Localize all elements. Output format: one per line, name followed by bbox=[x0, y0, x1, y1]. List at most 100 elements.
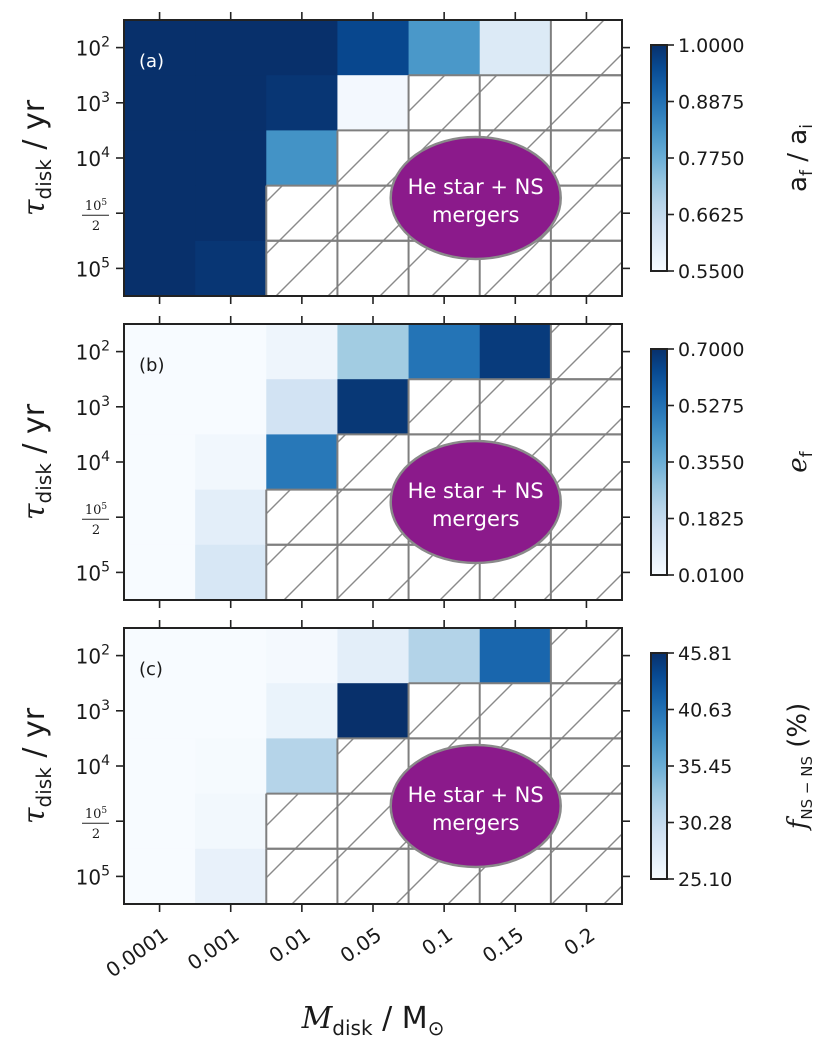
y-tick-label: 102 bbox=[76, 339, 110, 365]
heatmap-cell bbox=[124, 489, 196, 546]
hatched-cell bbox=[550, 793, 623, 850]
heatmap-cell bbox=[266, 683, 338, 739]
heatmap-cell bbox=[408, 324, 481, 380]
heatmap-cell bbox=[195, 130, 267, 187]
hatched-cell bbox=[550, 848, 623, 905]
heatmap-cell bbox=[337, 683, 410, 739]
hatched-cell bbox=[266, 240, 338, 297]
merger-region-ellipse bbox=[389, 439, 562, 565]
y-tick-label: 102 bbox=[76, 643, 110, 669]
hatched-cell bbox=[266, 544, 338, 601]
merger-label-line2: mergers bbox=[432, 203, 519, 227]
colorbar-tick-label: 0.6625 bbox=[678, 205, 744, 227]
heatmap-cell bbox=[124, 683, 196, 739]
x-axis-title: Mdisk / M⊙ bbox=[301, 1001, 445, 1040]
hatched-cell bbox=[408, 683, 481, 739]
heatmap-cell bbox=[124, 75, 196, 131]
merger-region-ellipse bbox=[389, 743, 562, 869]
y-axis-title: τdisk / yr bbox=[17, 403, 56, 520]
heatmap-cell bbox=[266, 130, 338, 187]
heatmap-cell bbox=[124, 738, 196, 795]
hatched-cell bbox=[550, 738, 623, 795]
fraction-numerator: 105 bbox=[85, 806, 108, 822]
y-axis-title: τdisk / yr bbox=[17, 99, 56, 216]
y-tick-label: 104 bbox=[76, 753, 110, 779]
colorbar-tick-label: 0.5500 bbox=[678, 261, 744, 283]
hatched-cell bbox=[550, 544, 623, 601]
hatched-cell bbox=[550, 185, 623, 242]
heatmap-cell bbox=[195, 793, 267, 850]
x-tick-label: 0.001 bbox=[183, 922, 244, 975]
hatched-cell bbox=[479, 379, 552, 435]
hatched-cell bbox=[479, 75, 552, 131]
hatched-cell bbox=[550, 434, 623, 491]
heatmap-cell bbox=[195, 324, 267, 380]
merger-label-line1: He star + NS bbox=[408, 175, 544, 199]
hatched-cell bbox=[550, 628, 623, 684]
hatched-cell bbox=[479, 683, 552, 739]
colorbar bbox=[650, 44, 668, 272]
heatmap-cell bbox=[337, 628, 410, 684]
heatmap-cell bbox=[479, 628, 552, 684]
heatmap-cell bbox=[195, 240, 267, 297]
panel-tag: (b) bbox=[139, 355, 164, 376]
hatched-cell bbox=[550, 75, 623, 131]
heatmap-cell bbox=[124, 793, 196, 850]
heatmap-cell bbox=[479, 20, 552, 76]
heatmap-cell bbox=[195, 185, 267, 242]
panel-tag: (c) bbox=[139, 659, 163, 680]
hatched-cell bbox=[337, 240, 410, 297]
x-tick-label: 0.15 bbox=[478, 922, 528, 967]
heatmap-cell bbox=[124, 544, 196, 601]
colorbar-tick-label: 0.8875 bbox=[678, 92, 744, 114]
colorbar-title: af / ai bbox=[783, 124, 817, 192]
heatmap-cell bbox=[408, 628, 481, 684]
heatmap-cell bbox=[124, 628, 196, 684]
hatched-cell bbox=[266, 185, 338, 242]
heatmap-cell bbox=[408, 20, 481, 76]
colorbar-title: ef bbox=[783, 450, 817, 472]
colorbar-tick-label: 0.7750 bbox=[678, 148, 744, 170]
x-tick-label: 0.01 bbox=[264, 922, 314, 967]
y-tick-label: 103 bbox=[76, 698, 110, 724]
colorbar bbox=[650, 652, 668, 880]
heatmap-cell bbox=[266, 379, 338, 435]
merger-region-ellipse bbox=[389, 135, 562, 261]
x-tick-label: 0.0001 bbox=[101, 922, 172, 982]
panel-tag: (a) bbox=[139, 51, 164, 72]
colorbar-tick-label: 0.7000 bbox=[678, 339, 744, 361]
x-tick-label: 0.2 bbox=[559, 922, 599, 960]
merger-label-line1: He star + NS bbox=[408, 479, 544, 503]
hatched-cell bbox=[266, 489, 338, 546]
colorbar-tick-label: 0.0100 bbox=[678, 565, 744, 587]
heatmap-cell bbox=[124, 434, 196, 491]
hatched-cell bbox=[550, 683, 623, 739]
y-axis-title: τdisk / yr bbox=[17, 707, 56, 824]
fraction-denominator: 2 bbox=[92, 523, 100, 538]
merger-label-line1: He star + NS bbox=[408, 783, 544, 807]
hatched-cell bbox=[266, 793, 338, 850]
colorbar-tick-label: 0.5275 bbox=[678, 396, 744, 418]
heatmap-cell bbox=[337, 75, 410, 131]
heatmap-cell bbox=[124, 848, 196, 905]
y-tick-label: 103 bbox=[76, 90, 110, 116]
merger-label-line2: mergers bbox=[432, 507, 519, 531]
hatched-cell bbox=[266, 848, 338, 905]
x-tick-label: 0.1 bbox=[417, 922, 457, 960]
colorbar bbox=[650, 348, 668, 576]
heatmap-cell bbox=[266, 738, 338, 795]
y-tick-label: 103 bbox=[76, 394, 110, 420]
heatmap-cell bbox=[195, 75, 267, 131]
hatched-cell bbox=[337, 544, 410, 601]
colorbar-tick-label: 35.45 bbox=[678, 756, 732, 778]
fraction-numerator: 105 bbox=[85, 198, 108, 214]
hatched-cell bbox=[337, 848, 410, 905]
heatmap-cell bbox=[195, 544, 267, 601]
y-tick-label: 105 bbox=[76, 863, 110, 889]
y-tick-label: 102 bbox=[76, 35, 110, 61]
